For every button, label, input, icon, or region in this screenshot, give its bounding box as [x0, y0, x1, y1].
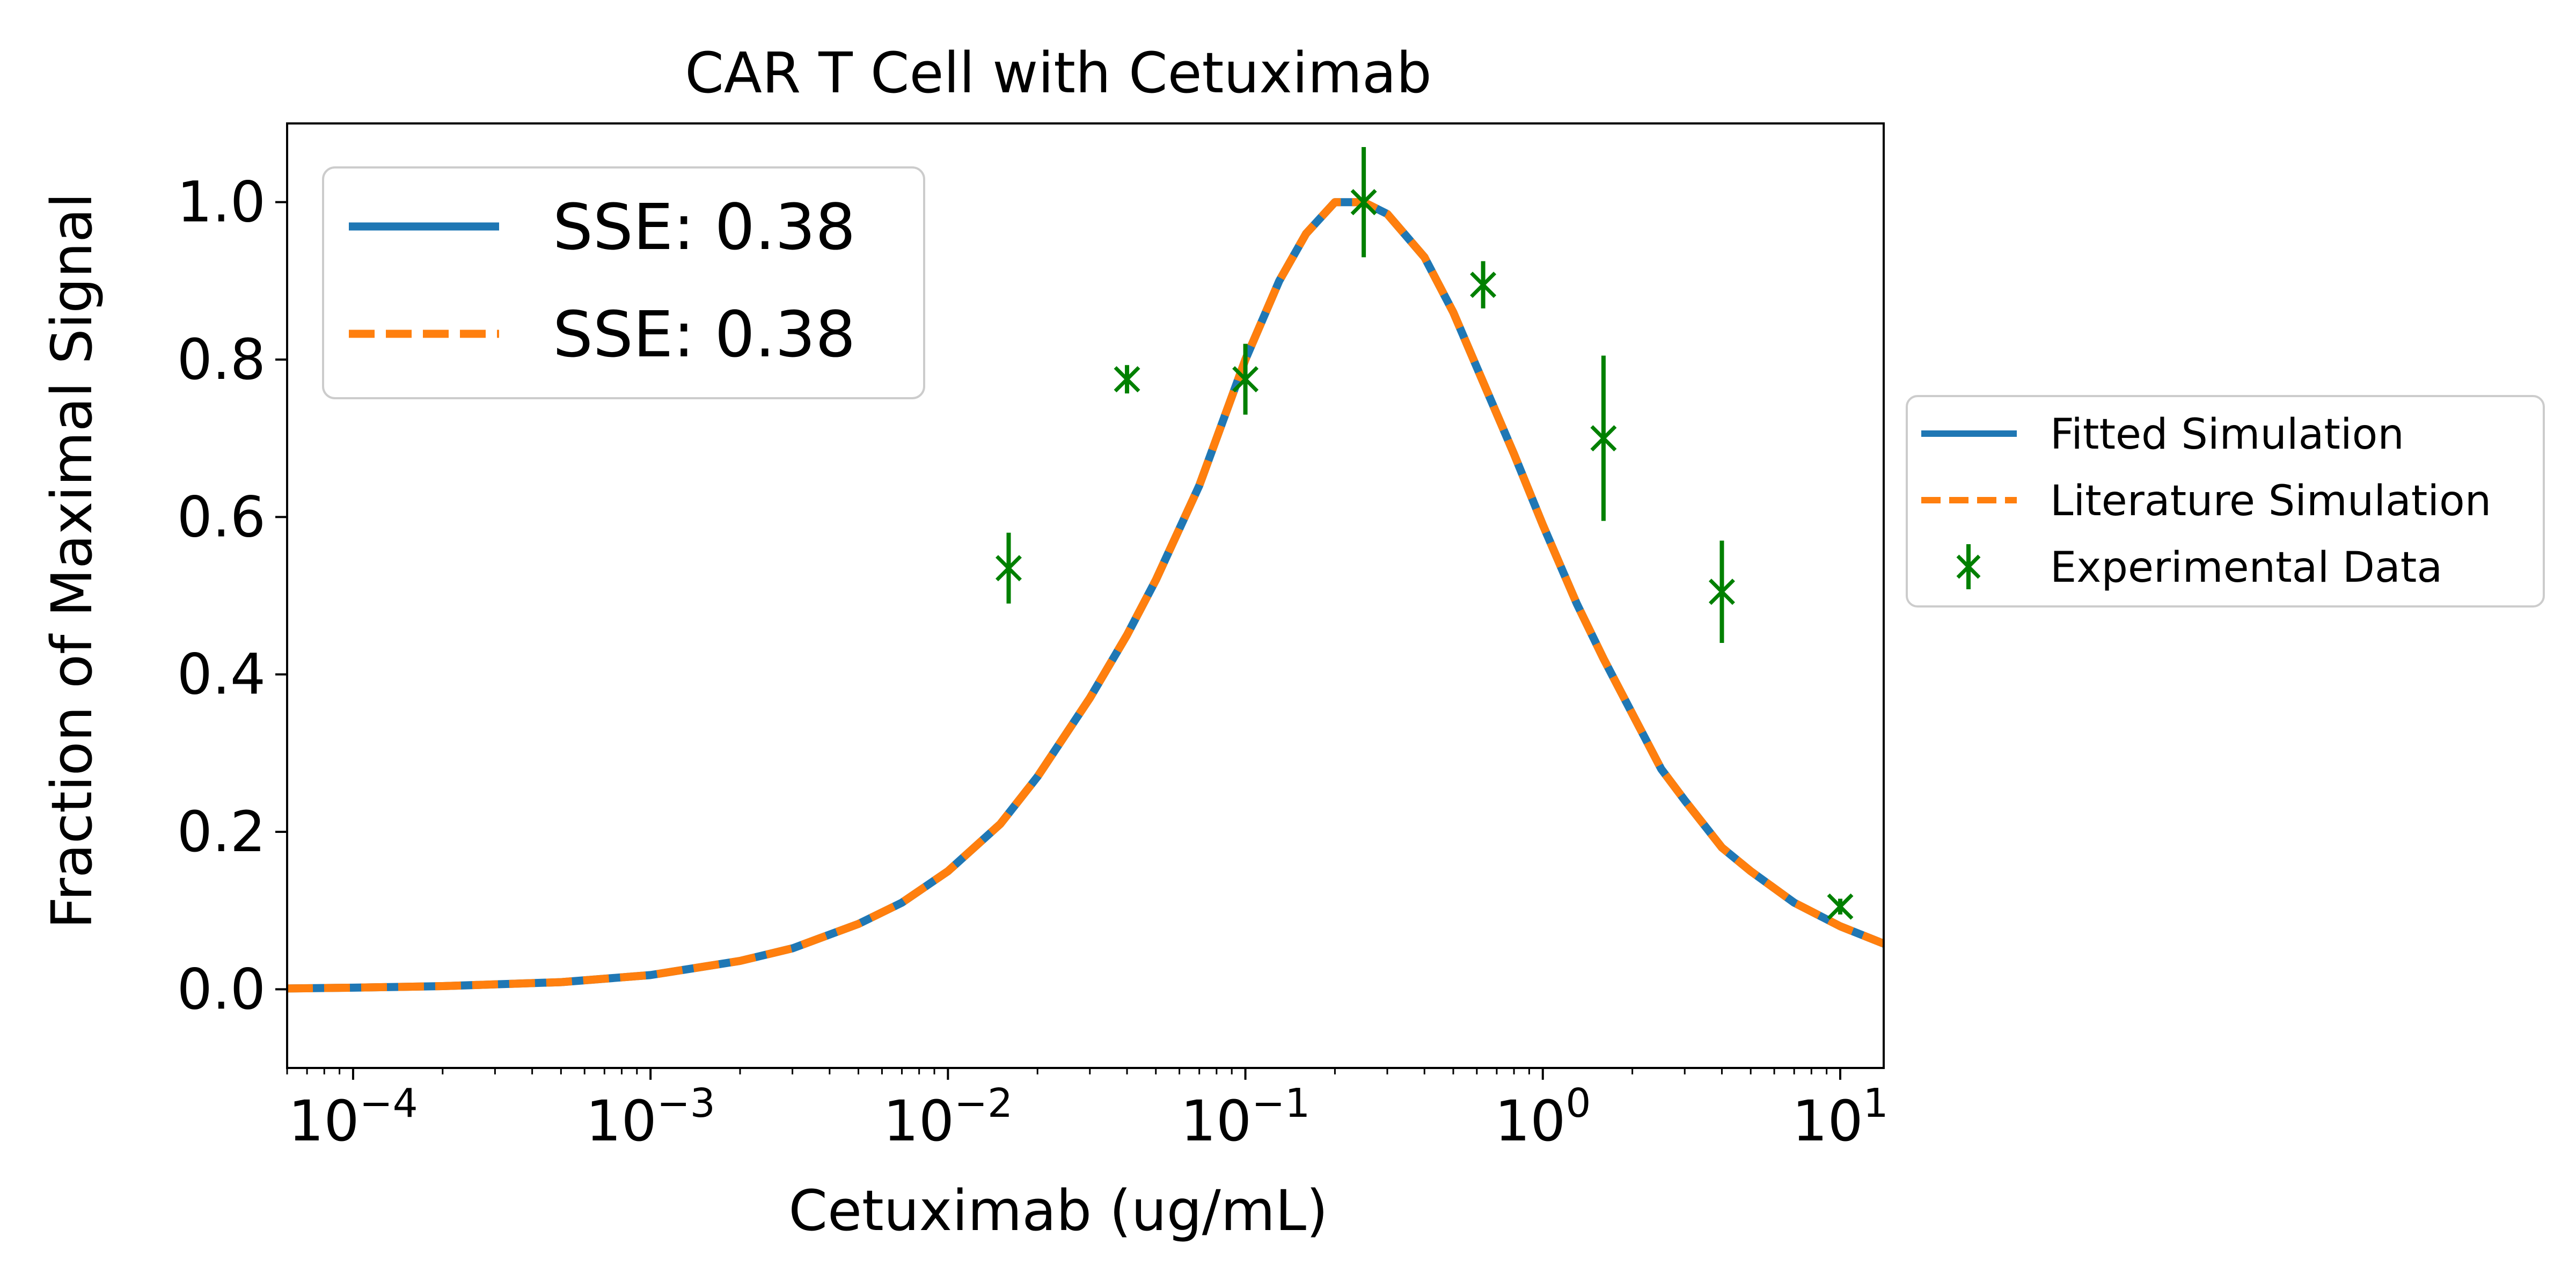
plot-area: [286, 122, 1885, 1069]
series-line-literature-simulation: [287, 198, 1884, 993]
y-tick-label: 0.2: [177, 799, 266, 865]
outer-legend-label: Literature Simulation: [2050, 477, 2491, 525]
y-tick-label: 0.8: [177, 327, 266, 392]
x-axis-label: Cetuximab (ug/mL): [788, 1178, 1328, 1243]
y-axis: 0.0 0.2 0.4 0.6 0.8 1.0: [177, 170, 287, 1022]
series-layer: [287, 198, 1884, 993]
inner-legend-label: SSE: 0.38: [553, 297, 855, 371]
outer-legend-frame: [1906, 395, 2545, 608]
outer-legend-label: Experimental Data: [2050, 544, 2442, 592]
x-marker: [1114, 366, 1140, 393]
x-tick-label: 10−4: [288, 1080, 418, 1154]
x-tick-label: 10−3: [586, 1080, 715, 1154]
data-point: [996, 532, 1022, 604]
x-marker: [1590, 425, 1617, 452]
x-tick-label: 10−1: [1181, 1080, 1310, 1154]
x-tick-label: 100: [1495, 1080, 1591, 1154]
x-marker: [1708, 579, 1735, 605]
inner-legend-label: SSE: 0.38: [553, 190, 855, 264]
x-marker: [1350, 189, 1377, 216]
x-axis: 10−4 10−3 10−2 10−1 100 101: [286, 1068, 1889, 1154]
data-point: [1590, 355, 1617, 521]
experimental-points: [996, 147, 1854, 920]
outer-legend-label: Fitted Simulation: [2050, 411, 2404, 459]
y-tick-label: 0.0: [177, 956, 266, 1022]
chart-title: CAR T Cell with Cetuximab: [685, 40, 1432, 106]
y-tick-label: 0.4: [177, 642, 266, 707]
x-marker: [1470, 272, 1497, 298]
y-tick-label: 0.6: [177, 484, 266, 550]
data-point: [1350, 147, 1377, 258]
outer-legend-marker: [1956, 554, 1981, 579]
data-point: [1470, 261, 1497, 309]
x-marker: [1827, 893, 1854, 920]
inner-legend: SSE: 0.38 SSE: 0.38: [322, 166, 925, 399]
data-point: [1114, 365, 1140, 394]
x-marker: [996, 555, 1022, 582]
y-tick-label: 1.0: [177, 170, 266, 235]
outer-legend: Fitted Simulation Literature Simulation Ex…: [1906, 395, 2545, 608]
y-axis-label: Fraction of Maximal Signal: [39, 193, 105, 929]
data-point: [1708, 540, 1735, 643]
x-tick-label: 101: [1792, 1080, 1888, 1154]
data-point: [1827, 893, 1854, 920]
x-marker: [1232, 366, 1259, 393]
plot-frame: [286, 122, 1885, 1069]
data-point: [1232, 343, 1259, 415]
x-tick-label: 10−2: [883, 1080, 1013, 1154]
